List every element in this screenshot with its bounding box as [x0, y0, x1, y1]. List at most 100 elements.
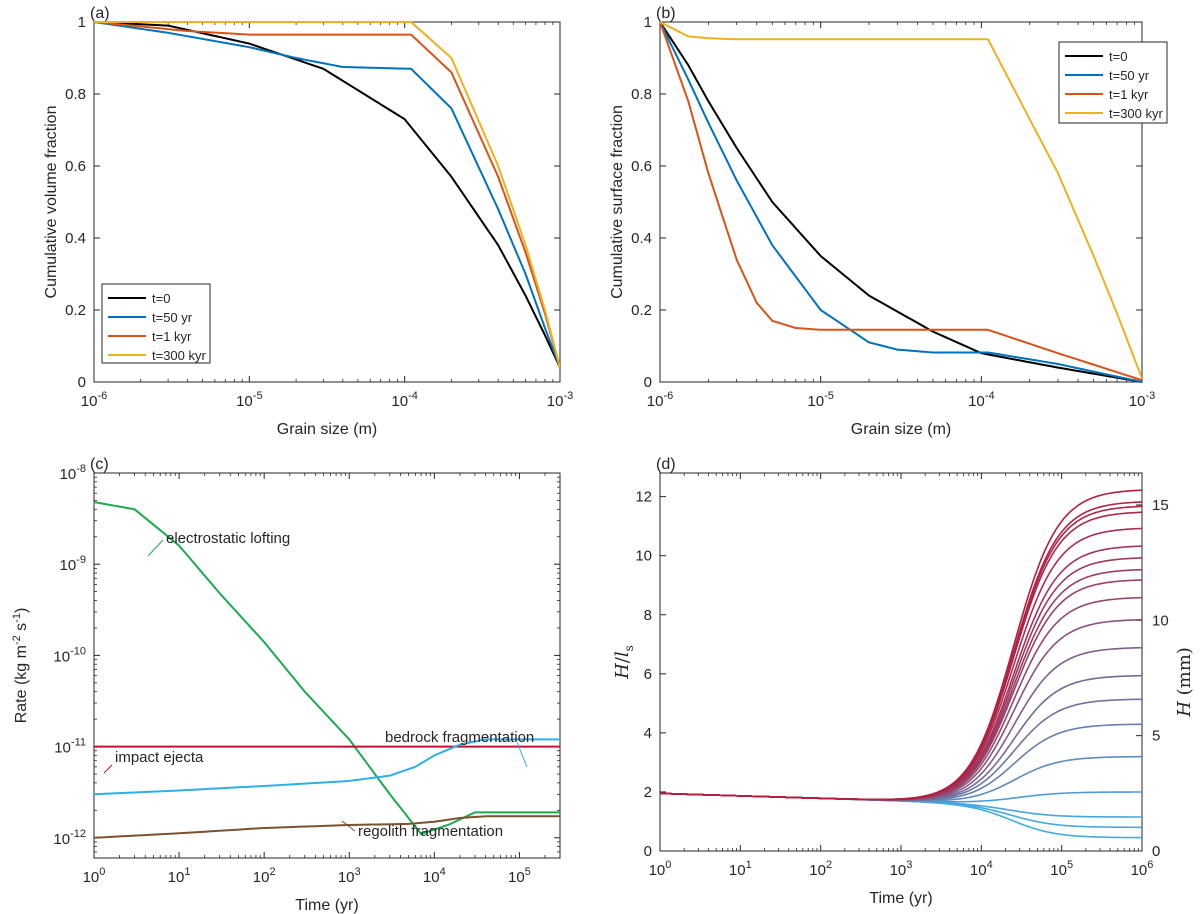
annotation-pointer: [147, 539, 164, 557]
legend-entry: t=50 yr: [152, 310, 193, 325]
y-right-axis-label: H (mm): [1174, 647, 1195, 718]
series-line-t-0: [94, 21, 560, 369]
y-tick-label: 0.2: [65, 302, 86, 319]
y-tick-label: 4: [644, 725, 652, 742]
y-tick-label: 0.4: [65, 230, 86, 247]
x-tick-label: 10-5: [236, 390, 262, 410]
x-axis-label: Time (yr): [869, 890, 932, 907]
panel-a: 10-6 10-5 10-4 10-3 0 0.2 0.4 0.6 0.8 1 Grain size…: [43, 5, 573, 438]
y-right-tick-label: 5: [1152, 728, 1160, 745]
annotation-impact-ejecta: impact ejecta: [115, 749, 204, 766]
legend-entry: t=1 kyr: [152, 329, 192, 344]
series-line-t-1-kyr: [660, 21, 1142, 382]
y-tick-label: 0.8: [65, 86, 86, 103]
legend-entry: t=1 kyr: [1109, 87, 1149, 102]
y-axis-label: Cumulative surface fraction: [609, 105, 626, 299]
panel-c: 100 101 102 103 104 105 10-12 10-11 10-10 10-9 10-…: [11, 456, 561, 914]
x-tick-label: 10-4: [968, 390, 994, 410]
x-tick-label: 10-4: [391, 390, 417, 410]
y-tick-label: 6: [644, 666, 652, 683]
model-curve: [660, 505, 1142, 801]
y-tick-label: 0: [644, 374, 652, 391]
annotation-pointer: [516, 741, 528, 768]
panel-label: (b): [656, 5, 676, 22]
annotation-pointer: [103, 764, 113, 774]
y-tick-label: 12: [635, 489, 652, 506]
series-line-electrostatic-lofting: [94, 501, 560, 835]
panel-b: 10-6 10-5 10-4 10-3 0 0.2 0.4 0.6 0.8 1 Grain size…: [609, 5, 1168, 438]
model-curve: [660, 792, 1142, 818]
model-curve: [660, 755, 1142, 802]
annotation-regolith-fragmentation: regolith fragmentation: [358, 823, 503, 840]
model-curve: [660, 501, 1142, 801]
axes-box: [93, 472, 561, 859]
series-line-t-300-kyr: [660, 21, 1142, 379]
y-tick-label: 10: [635, 548, 652, 565]
x-tick-label: 104: [970, 859, 993, 879]
y-tick-label: 0.4: [631, 230, 652, 247]
x-tick-label: 10-5: [807, 390, 833, 410]
series-group: [660, 21, 1142, 383]
series-group: [660, 489, 1142, 839]
x-tick-label: 10-6: [647, 390, 673, 410]
x-tick-label: 100: [649, 859, 672, 879]
y-tick-label: 2: [644, 784, 652, 801]
y-tick-label: 10-9: [60, 554, 86, 574]
x-tick-label: 103: [338, 866, 361, 886]
y-tick-label: 1: [78, 14, 86, 31]
model-curve: [660, 489, 1142, 801]
series-line-bedrock-fragmentation: [94, 738, 560, 796]
x-axis-label: Time (yr): [295, 897, 358, 914]
x-tick-label: 10-6: [81, 390, 107, 410]
legend-entry: t=300 kyr: [1109, 106, 1164, 121]
x-tick-label: 10-3: [547, 390, 573, 410]
series-line-t-1-kyr: [94, 21, 560, 368]
x-tick-label: 100: [83, 866, 106, 886]
y-tick-label: 10-12: [53, 828, 86, 848]
y-tick-label: 0.6: [631, 158, 652, 175]
model-curve: [660, 698, 1142, 801]
model-curve: [660, 618, 1142, 801]
model-curve: [660, 723, 1142, 802]
panel-label: (a): [90, 5, 110, 22]
series-line-t-50-yr: [660, 21, 1142, 383]
model-curve: [660, 511, 1142, 801]
axes-box: [659, 21, 1143, 383]
y-tick-label: 0.2: [631, 302, 652, 319]
x-tick-label: 101: [729, 859, 752, 879]
series-line-t-0: [660, 21, 1142, 383]
series-line-t-50-yr: [94, 21, 560, 368]
x-tick-label: 105: [1050, 859, 1073, 879]
x-tick-label: 104: [423, 866, 446, 886]
x-tick-label: 102: [253, 866, 276, 886]
y-tick-label: 0.8: [631, 86, 652, 103]
x-tick-label: 105: [508, 866, 531, 886]
series-group: [94, 501, 560, 839]
x-tick-label: 10-3: [1129, 390, 1155, 410]
y-tick-label: 10-10: [53, 645, 86, 665]
y-axis-label: Cumulative volume fraction: [43, 106, 60, 299]
y-tick-label: 10-8: [60, 463, 86, 483]
x-tick-label: 102: [809, 859, 832, 879]
x-tick-label: 103: [890, 859, 913, 879]
legend-entry: t=300 kyr: [152, 348, 207, 363]
annotation-bedrock-fragmentation: bedrock fragmentation: [385, 729, 534, 746]
y-tick-label: 0.6: [65, 158, 86, 175]
annotation-pointer: [341, 820, 356, 832]
model-curve: [660, 527, 1142, 801]
panel-label: (d): [656, 456, 676, 473]
y-right-tick-label: 15: [1152, 497, 1169, 514]
legend-entry: t=50 yr: [1109, 68, 1150, 83]
y-right-tick-label: 10: [1152, 612, 1169, 629]
y-axis-label: Rate (kg m-2 s-1): [11, 608, 30, 724]
y-tick-label: 10-11: [54, 737, 86, 757]
x-tick-label: 106: [1131, 859, 1154, 879]
x-axis-label: Grain size (m): [277, 421, 377, 438]
model-curve: [660, 596, 1142, 801]
y-axis-label: H/ls: [612, 645, 636, 680]
panel-label: (c): [90, 456, 109, 473]
model-curve: [660, 674, 1142, 801]
legend-entry: t=0: [152, 291, 170, 306]
y-tick-label: 1: [644, 14, 652, 31]
